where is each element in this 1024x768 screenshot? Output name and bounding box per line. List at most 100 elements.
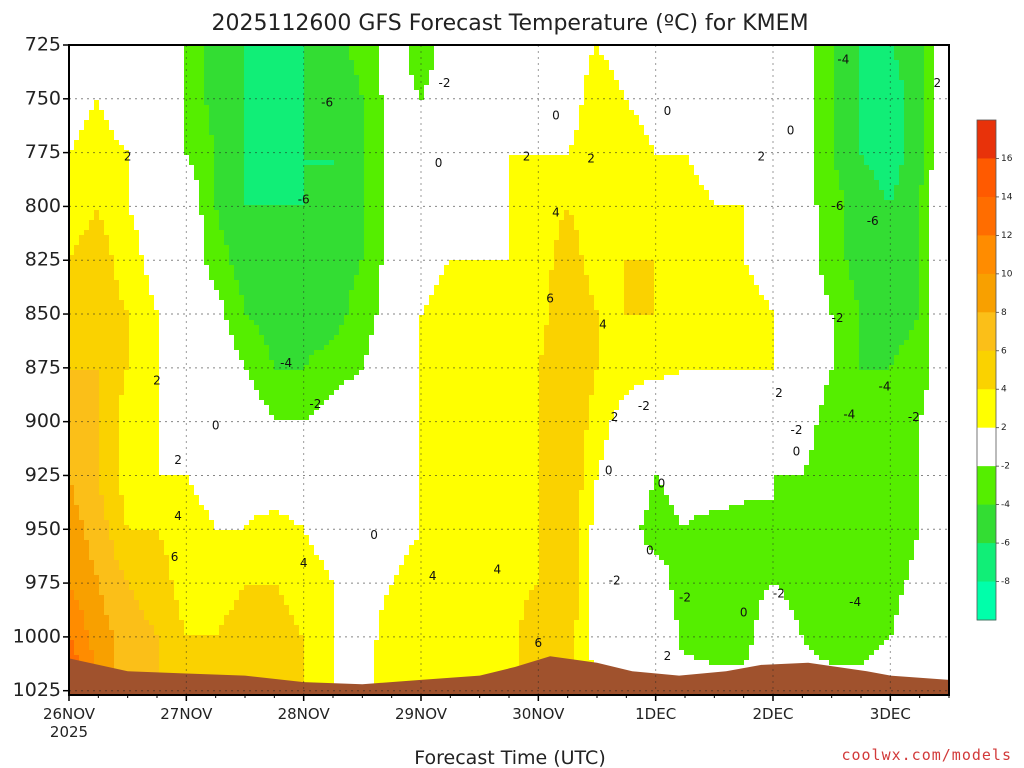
temp-cell [204,90,210,96]
temp-cell [504,175,510,181]
temp-cell [564,80,570,86]
temp-cell [944,155,950,161]
temp-cell [814,80,820,86]
temp-cell [454,65,460,71]
temp-cell [424,140,430,146]
temp-cell [244,65,250,71]
temp-cell [384,135,390,141]
temp-cell [824,170,830,176]
temp-cell [234,170,240,176]
temp-cell [719,145,725,151]
temp-cell [624,75,630,81]
temp-cell [524,110,530,116]
temp-cell [579,65,585,71]
temp-cell [214,180,220,186]
temp-cell [119,180,125,186]
temp-cell [519,120,525,126]
temp-cell [414,160,420,166]
temp-cell [729,75,735,81]
temp-cell [569,90,575,96]
temp-cell [504,45,510,51]
temp-cell [114,160,120,166]
temp-cell [804,140,810,146]
temp-cell [269,85,275,91]
temp-cell [99,110,105,116]
temp-cell [754,45,760,51]
temp-cell [154,50,160,56]
temp-cell [239,120,245,126]
temp-cell [394,140,400,146]
temp-cell [554,160,560,166]
temp-cell [404,105,410,111]
temp-cell [644,70,650,76]
temp-cell [94,50,100,56]
temp-cell [394,80,400,86]
temp-cell [574,155,580,161]
temp-cell [389,85,395,91]
temp-cell [654,95,660,101]
temp-cell [314,165,320,171]
temp-cell [874,115,880,121]
temp-cell [784,135,790,141]
temp-cell [689,90,695,96]
temp-cell [219,135,225,141]
temp-cell [489,165,495,171]
temp-cell [69,130,75,136]
temp-cell [214,75,220,81]
temp-cell [324,140,330,146]
temp-cell [894,165,900,171]
temp-cell [489,65,495,71]
temp-cell [529,75,535,81]
temp-cell [474,110,480,116]
temp-cell [94,60,100,66]
temp-cell [929,145,935,151]
temp-cell [754,140,760,146]
temp-cell [359,65,365,71]
temp-cell [449,60,455,66]
temp-cell [484,55,490,61]
temp-cell [824,155,830,161]
temp-cell [934,80,940,86]
temp-cell [934,95,940,101]
temp-cell [469,75,475,81]
temp-cell [424,50,430,56]
temp-cell [329,70,335,76]
temp-cell [689,135,695,141]
temp-cell [229,105,235,111]
temp-cell [474,140,480,146]
temp-cell [489,60,495,66]
temp-cell [504,55,510,61]
temp-cell [124,45,130,51]
temp-cell [354,50,360,56]
temp-cell [369,125,375,131]
temp-cell [914,85,920,91]
temp-cell [359,75,365,81]
temp-cell [809,180,815,186]
temp-cell [659,45,665,51]
temp-cell [494,45,500,51]
temp-cell [679,120,685,126]
temp-cell [404,45,410,51]
temp-cell [644,55,650,61]
temp-cell [449,95,455,101]
temp-cell [454,110,460,116]
temp-cell [334,50,340,56]
temp-cell [344,185,350,191]
temp-cell [909,145,915,151]
temp-cell [629,115,635,121]
temp-cell [79,135,85,141]
temp-cell [124,185,130,191]
temp-cell [649,115,655,121]
temp-cell [619,80,625,86]
temp-cell [234,45,240,51]
temp-cell [384,50,390,56]
temp-cell [129,80,135,86]
temp-cell [209,125,215,131]
temp-cell [279,85,285,91]
temp-cell [709,65,715,71]
temp-cell [139,110,145,116]
temp-cell [924,125,930,131]
temp-cell [404,120,410,126]
temp-cell [904,100,910,106]
temp-cell [494,120,500,126]
